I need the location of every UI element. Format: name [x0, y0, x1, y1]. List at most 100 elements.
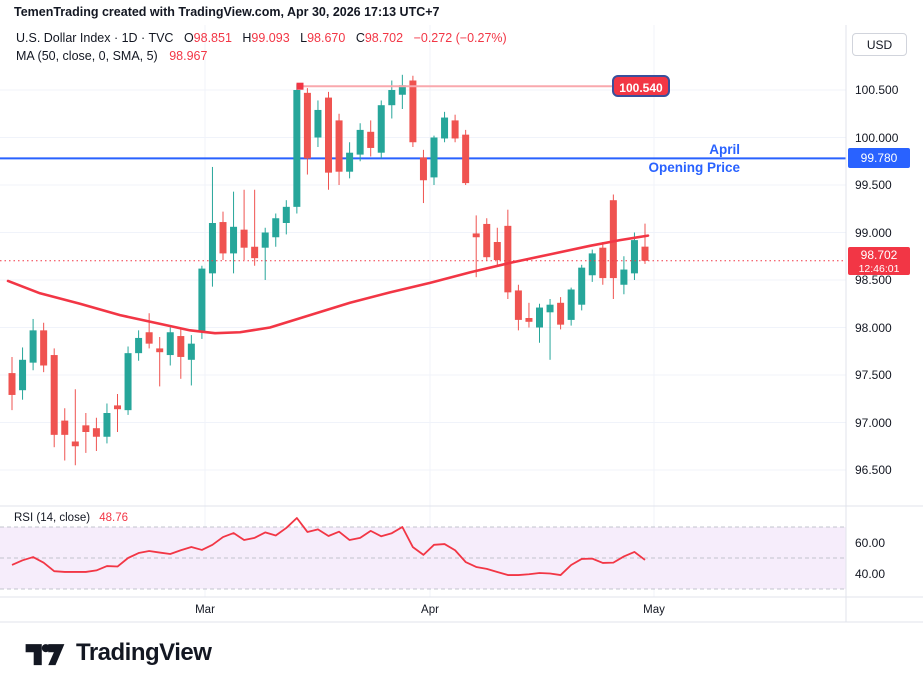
watermark-text: TemenTrading created with TradingView.co… [14, 5, 440, 19]
rsi-value: 48.76 [99, 512, 129, 524]
candle-body [61, 420, 69, 435]
price-tick-label: 100.500 [855, 83, 899, 97]
candle-body [166, 332, 174, 356]
price-tick-label: 98.000 [855, 320, 892, 335]
candle-body [419, 157, 427, 181]
candle-body [377, 105, 385, 153]
candle-body [208, 223, 216, 274]
candle-body [388, 90, 396, 106]
candle-body [114, 405, 121, 410]
candle-body [398, 85, 406, 95]
candle-body [546, 304, 554, 313]
price-tick-label: 96.500 [855, 463, 892, 477]
candle-body [272, 218, 280, 238]
price-tick-label: 97.500 [855, 368, 892, 382]
candle-body [588, 253, 596, 276]
candle-body [82, 425, 90, 432]
candle-body [8, 373, 16, 395]
candle-body [198, 268, 206, 333]
candle-body [135, 337, 143, 354]
candle-body [282, 206, 290, 223]
price-tick-label: 100.000 [855, 130, 899, 145]
candle-body [251, 246, 259, 259]
candle-body [356, 129, 364, 155]
symbol-title: U.S. Dollar Index · 1D · TVC [16, 31, 174, 45]
high-value: 99.093 [251, 31, 290, 45]
candle-body [367, 131, 375, 148]
ma-legend: MA (50, close, 0, SMA, 5) 98.967 [16, 49, 207, 63]
candle-body [483, 223, 491, 258]
symbol-legend: U.S. Dollar Index · 1D · TVC O98.851 H99… [16, 31, 507, 45]
candle-body [504, 225, 512, 293]
candle-body [40, 330, 48, 366]
candle-body [557, 302, 565, 325]
price-tick-label: 99.500 [855, 178, 892, 192]
candle-body [630, 240, 638, 274]
candle-body [303, 92, 311, 159]
candle-body [409, 80, 417, 143]
currency-button[interactable]: USD [852, 33, 907, 56]
high-label: H [242, 31, 252, 45]
candle-body [71, 441, 79, 447]
candle-body [145, 332, 153, 344]
price-level-badge[interactable]: 100.540 [612, 75, 670, 97]
candle-body [240, 229, 248, 248]
candle-body [609, 200, 617, 279]
tradingview-logo-text: TradingView [76, 639, 212, 666]
rsi-line [11, 517, 646, 576]
ma-line [6, 234, 650, 335]
candle-body [19, 359, 27, 391]
low-label: L [300, 31, 308, 45]
candle-body [493, 242, 501, 261]
close-value: 98.702 [364, 31, 404, 45]
candle-body [346, 152, 354, 172]
candle-body [451, 120, 459, 139]
candle-body [525, 318, 533, 322]
last-price-badge: 98.702 12:46:01 [848, 246, 910, 275]
candle-body [50, 355, 58, 435]
candle-body [314, 109, 322, 138]
price-tick-label: 97.000 [855, 415, 892, 430]
candle-body [230, 226, 238, 254]
ma-value: 98.967 [169, 49, 208, 63]
rsi-title: RSI (14, close) [14, 512, 91, 524]
candle-body [599, 247, 607, 279]
candle-body [261, 232, 269, 248]
open-label: O [183, 31, 194, 45]
rsi-tick-label: 40.00 [855, 566, 886, 581]
rsi-tick-label: 60.00 [855, 535, 886, 550]
candle-body [536, 307, 543, 328]
candle-body [441, 117, 449, 139]
candle-body [567, 289, 575, 320]
bar-countdown: 12:46:01 [858, 262, 900, 275]
price-tick-label: 98.500 [855, 273, 892, 287]
candle-body [156, 348, 164, 353]
tradingview-logo-icon [25, 644, 65, 666]
change-value: −0.272 (−0.27%) [413, 31, 507, 45]
candle-body [124, 353, 132, 411]
april-line-label-2: Opening Price [648, 160, 740, 175]
candle-body [325, 97, 332, 173]
high-level-anchor [296, 82, 304, 90]
close-label: C [355, 31, 365, 45]
tradingview-logo[interactable]: TradingView [24, 637, 212, 669]
candle-body [219, 222, 227, 254]
candle-body [472, 233, 480, 238]
price-tick-label: 99.000 [855, 225, 892, 240]
candle-body [293, 90, 301, 207]
candle-body [92, 428, 100, 437]
candle-body [177, 336, 185, 357]
low-value: 98.670 [307, 31, 346, 45]
candle-body [641, 246, 649, 261]
candle-body [187, 343, 195, 360]
candle-body [514, 290, 522, 320]
april-line-label-1: April [709, 142, 740, 157]
time-tick-label: May [643, 604, 665, 616]
last-price-value: 98.702 [860, 247, 898, 262]
open-value: 98.851 [193, 31, 232, 45]
candle-body [29, 330, 37, 363]
april-open-price-badge: 99.780 [848, 148, 910, 169]
candle-body [103, 413, 111, 437]
